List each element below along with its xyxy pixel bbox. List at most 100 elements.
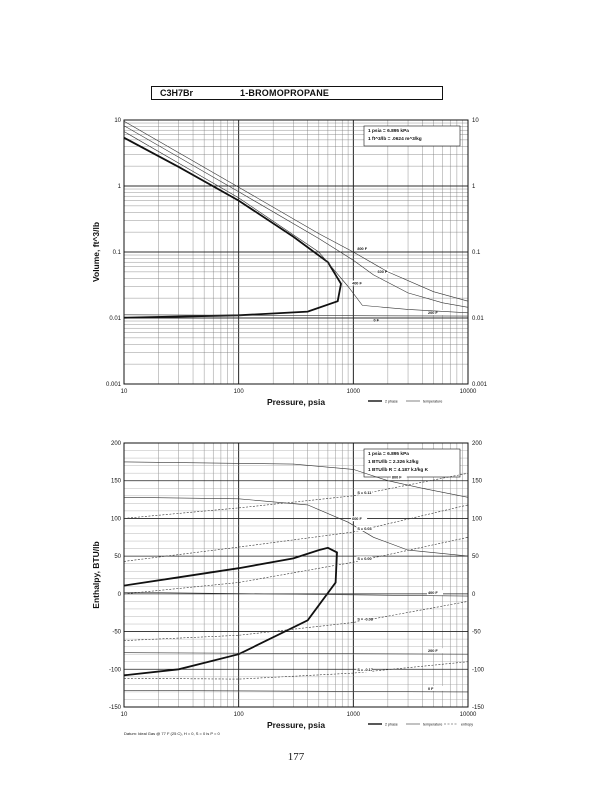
series-label-bg — [351, 516, 368, 522]
y-tick-label-left: 0.1 — [113, 250, 122, 256]
legend-label: temperature — [423, 399, 442, 403]
y-tick-label-right: 1 — [472, 184, 476, 190]
series-2-phase — [123, 546, 338, 677]
y-tick-label-left: 150 — [111, 479, 122, 485]
y-tick-label-left: 0.001 — [106, 382, 122, 388]
y-tick-label-right: 50 — [472, 554, 479, 560]
series-label-200-f: 200 F — [428, 649, 438, 653]
series-label-bg — [356, 526, 373, 532]
conversion-note: 1 BTU/lb R = 4.187 kJ/kg K — [368, 467, 429, 473]
series-label-800-f: 800 F — [392, 476, 402, 480]
x-tick-label: 10000 — [460, 712, 477, 718]
y-tick-label-right: 200 — [472, 441, 483, 447]
series-label-extra: 0 F — [374, 319, 380, 323]
series-label-600-f: 600 F — [378, 270, 388, 274]
legend-label: temperature — [423, 722, 442, 726]
y-axis-label: Enthalpy, BTU/lb — [91, 541, 101, 608]
conversion-note: 1 ft^3/lb = .0624 m^3/kg — [368, 136, 422, 142]
page-number: 177 — [287, 751, 305, 763]
datum-note: Datum: Ideal Gas @ 77 F (25 C), H = 0, S… — [124, 731, 220, 736]
series-s-0-17 — [123, 661, 469, 680]
series-label-800-f: 800 F — [357, 247, 367, 251]
series-label-s-0-17: S = -0.17 — [357, 668, 373, 672]
series-800-f — [123, 120, 469, 302]
notes-box — [363, 448, 461, 478]
y-tick-label-right: 0.1 — [472, 250, 481, 256]
series-600-f — [123, 497, 469, 557]
y-axis-label: Volume, ft^3/lb — [91, 222, 101, 282]
series-label-s-0-03: S = 0.03 — [357, 527, 371, 531]
y-tick-label-left: 0 — [118, 592, 122, 598]
y-tick-label-left: 0.01 — [109, 316, 121, 322]
y-tick-label-right: -100 — [472, 667, 485, 673]
series-400-f — [123, 592, 469, 597]
legend-label: 2 phase — [385, 722, 398, 726]
x-tick-label: 100 — [234, 712, 245, 718]
legend-label: 2 phase — [385, 399, 398, 403]
y-tick-label-right: -50 — [472, 630, 481, 636]
y-tick-label-right: 0 — [472, 592, 476, 598]
series-label-400-f: 400 F — [428, 591, 438, 595]
legend-label: entropy — [461, 722, 473, 726]
y-tick-label-left: -150 — [109, 705, 122, 711]
y-tick-label-left: -50 — [112, 630, 121, 636]
series-200-f — [123, 652, 469, 655]
plot-frame — [123, 442, 469, 708]
y-tick-label-left: 100 — [111, 516, 122, 522]
series-0-f — [123, 690, 469, 693]
series-s-0-11 — [123, 472, 469, 519]
series-label-200-f: 200 F — [428, 311, 438, 315]
y-tick-label-right: 150 — [472, 479, 483, 485]
series-label-s-0-11: S = 0.11 — [357, 491, 371, 495]
y-tick-label-left: 200 — [111, 441, 122, 447]
y-tick-label-left: 1 — [118, 184, 122, 190]
series-label-bg — [351, 280, 368, 286]
series-label-bg — [427, 310, 443, 316]
series-s-0-00 — [123, 537, 469, 595]
series-s-0-03 — [123, 504, 469, 562]
series-label-0-f: 0 F — [428, 687, 434, 691]
compound-formula: C3H7Br — [160, 88, 194, 98]
chart-title-box: C3H7Br 1-BROMOPROPANE — [151, 86, 443, 100]
series-label-s-0-08: S = -0.08 — [357, 618, 373, 622]
x-tick-label: 100 — [234, 389, 245, 395]
volume-chart: 10 100 1000 10000 10 10 1 1 0.1 0.1 0.01 0.01 0.001 0… — [91, 118, 488, 407]
series-label-bg — [427, 648, 443, 654]
series-label-bg — [356, 667, 373, 673]
compound-name: 1-BROMOPROPANE — [240, 88, 330, 98]
y-tick-label-right: 10 — [472, 118, 479, 124]
conversion-note: 1 BTU/lb = 2.326 kJ/kg — [368, 459, 419, 465]
series-400-f — [123, 131, 469, 314]
series-s-0-08 — [123, 601, 469, 641]
y-tick-label-right: 100 — [472, 516, 483, 522]
notes-box — [363, 125, 461, 147]
x-tick-label: 10 — [121, 712, 128, 718]
enthalpy-chart: 10 100 1000 10000 200 200 150 150 100 100 50 50 0 0 -5… — [91, 441, 485, 730]
y-tick-label-right: 0.01 — [472, 316, 484, 322]
series-label-400-f: 400 F — [352, 282, 362, 286]
series-label-bg — [427, 685, 443, 691]
series-2-phase — [123, 136, 342, 319]
series-label-bg — [356, 246, 373, 251]
series-label-bg — [390, 474, 407, 480]
plot-frame — [123, 119, 469, 385]
y-tick-label-right: -150 — [472, 705, 485, 711]
conversion-note: 1 psia = 6.895 kPa — [368, 451, 409, 457]
x-axis-label: Pressure, psia — [267, 720, 325, 730]
series-label-bg — [356, 489, 373, 495]
conversion-note: 1 psia = 6.895 kPa — [368, 128, 409, 134]
series-label-bg — [376, 268, 393, 274]
series-label-s-0-00: S = 0.00 — [357, 557, 371, 561]
x-axis-label: Pressure, psia — [267, 397, 325, 407]
x-tick-label: 1000 — [347, 389, 361, 395]
y-tick-label-right: 0.001 — [472, 382, 488, 388]
x-tick-label: 10000 — [460, 389, 477, 395]
y-tick-label-left: 10 — [114, 118, 121, 124]
x-tick-label: 10 — [121, 389, 128, 395]
y-tick-label-left: 50 — [114, 554, 121, 560]
series-label-bg — [427, 590, 443, 596]
series-label-bg — [356, 556, 373, 562]
series-label-bg — [356, 616, 373, 622]
series-800-f — [123, 461, 469, 498]
series-600-f — [123, 125, 469, 308]
